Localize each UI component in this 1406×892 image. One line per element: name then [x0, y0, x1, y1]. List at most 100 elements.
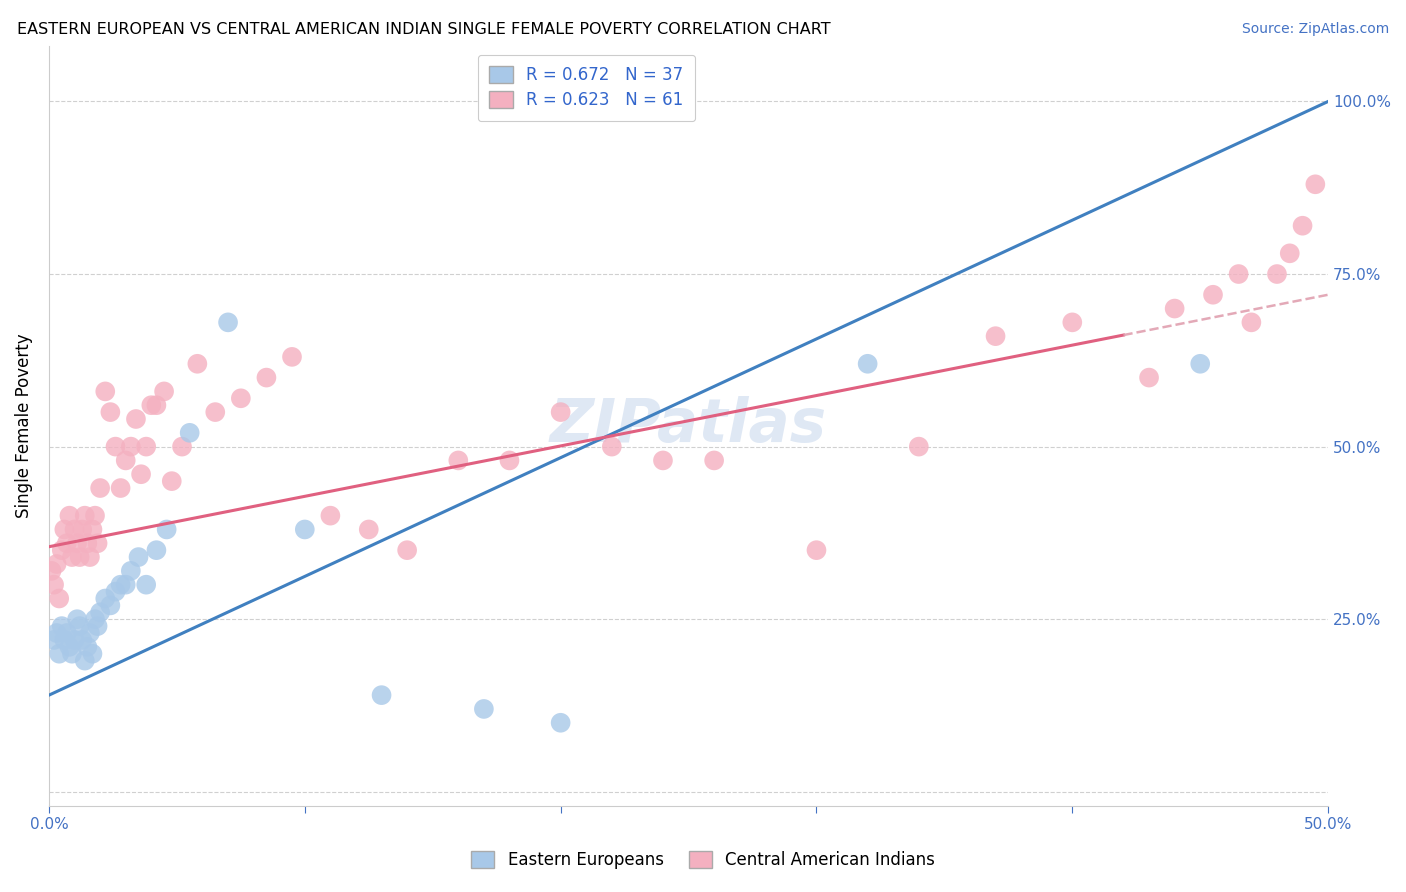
Point — [1305, 178, 1327, 192]
Point — [907, 440, 929, 454]
Point — [129, 467, 152, 482]
Point — [1227, 267, 1250, 281]
Point — [70, 523, 93, 537]
Point — [135, 440, 157, 454]
Point — [652, 453, 675, 467]
Point — [48, 647, 70, 661]
Point — [63, 523, 86, 537]
Y-axis label: Single Female Poverty: Single Female Poverty — [15, 334, 32, 518]
Point — [56, 626, 79, 640]
Point — [73, 654, 96, 668]
Point — [58, 640, 80, 654]
Point — [1240, 315, 1263, 329]
Point — [110, 481, 132, 495]
Point — [806, 543, 828, 558]
Point — [84, 508, 107, 523]
Point — [156, 523, 179, 537]
Point — [179, 425, 201, 440]
Point — [45, 626, 67, 640]
Point — [357, 523, 380, 537]
Point — [186, 357, 208, 371]
Point — [58, 508, 80, 523]
Point — [254, 370, 277, 384]
Point — [600, 440, 623, 454]
Point — [51, 619, 73, 633]
Legend: Eastern Europeans, Central American Indians: Eastern Europeans, Central American Indi… — [461, 841, 945, 880]
Point — [79, 626, 101, 640]
Point — [53, 632, 76, 647]
Point — [128, 550, 150, 565]
Point — [145, 398, 167, 412]
Point — [145, 543, 167, 558]
Point — [984, 329, 1007, 343]
Point — [104, 584, 127, 599]
Point — [42, 577, 65, 591]
Point — [550, 405, 572, 419]
Point — [1202, 287, 1225, 301]
Point — [82, 647, 104, 661]
Point — [70, 632, 93, 647]
Text: Source: ZipAtlas.com: Source: ZipAtlas.com — [1241, 22, 1389, 37]
Point — [51, 543, 73, 558]
Point — [1062, 315, 1084, 329]
Point — [1189, 357, 1212, 371]
Point — [86, 619, 108, 633]
Point — [66, 536, 89, 550]
Point — [125, 412, 148, 426]
Point — [135, 577, 157, 591]
Point — [447, 453, 470, 467]
Point — [1265, 267, 1288, 281]
Point — [76, 640, 98, 654]
Point — [120, 440, 142, 454]
Point — [42, 632, 65, 647]
Point — [100, 599, 122, 613]
Point — [69, 550, 91, 565]
Point — [56, 536, 79, 550]
Point — [120, 564, 142, 578]
Point — [170, 440, 193, 454]
Point — [94, 591, 117, 606]
Point — [281, 350, 304, 364]
Point — [141, 398, 163, 412]
Point — [217, 315, 239, 329]
Point — [73, 508, 96, 523]
Point — [89, 605, 111, 619]
Point — [60, 647, 83, 661]
Point — [89, 481, 111, 495]
Point — [48, 591, 70, 606]
Point — [104, 440, 127, 454]
Point — [63, 632, 86, 647]
Point — [1278, 246, 1301, 260]
Point — [79, 550, 101, 565]
Point — [45, 557, 67, 571]
Point — [60, 550, 83, 565]
Point — [66, 612, 89, 626]
Point — [86, 536, 108, 550]
Point — [229, 392, 252, 406]
Point — [100, 405, 122, 419]
Point — [114, 453, 136, 467]
Point — [1137, 370, 1160, 384]
Point — [550, 715, 572, 730]
Point — [498, 453, 520, 467]
Point — [396, 543, 419, 558]
Point — [94, 384, 117, 399]
Point — [703, 453, 725, 467]
Point — [472, 702, 495, 716]
Point — [160, 474, 183, 488]
Text: EASTERN EUROPEAN VS CENTRAL AMERICAN INDIAN SINGLE FEMALE POVERTY CORRELATION CH: EASTERN EUROPEAN VS CENTRAL AMERICAN IND… — [17, 22, 831, 37]
Point — [856, 357, 879, 371]
Point — [76, 536, 98, 550]
Point — [153, 384, 176, 399]
Point — [53, 523, 76, 537]
Point — [204, 405, 226, 419]
Point — [1291, 219, 1313, 233]
Text: ZIPatlas: ZIPatlas — [550, 396, 827, 456]
Point — [319, 508, 342, 523]
Point — [114, 577, 136, 591]
Point — [110, 577, 132, 591]
Legend: R = 0.672   N = 37, R = 0.623   N = 61: R = 0.672 N = 37, R = 0.623 N = 61 — [478, 54, 695, 121]
Point — [41, 564, 63, 578]
Point — [370, 688, 392, 702]
Point — [294, 523, 316, 537]
